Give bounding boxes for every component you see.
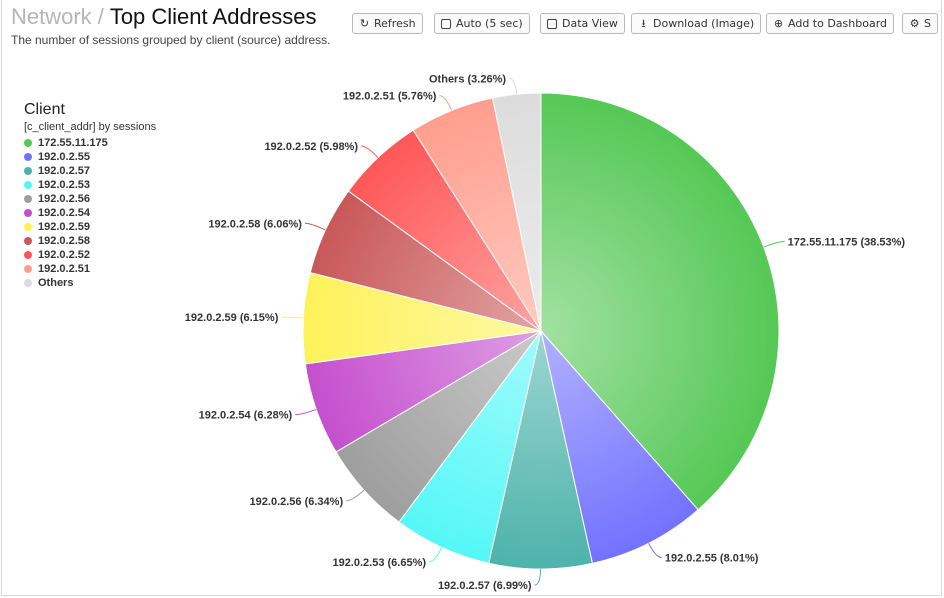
data-view-label: Data View xyxy=(562,17,618,30)
leader-line-192-0-2-53 xyxy=(428,547,443,563)
pie-slice-172-55-11-175[interactable] xyxy=(540,92,780,511)
legend-swatch xyxy=(24,195,32,203)
plus-circle-icon: ⊕ xyxy=(773,17,784,30)
legend-swatch xyxy=(24,167,32,175)
legend-item-label: 192.0.2.54 xyxy=(38,207,90,219)
slice-label-others: Others (3.26%) xyxy=(429,73,506,85)
auto-refresh-label: Auto (5 sec) xyxy=(456,17,523,30)
slice-label-192-0-2-59: 192.0.2.59 (6.15%) xyxy=(185,312,279,324)
slice-label-192-0-2-57: 192.0.2.57 (6.99%) xyxy=(438,580,532,592)
leader-line-192-0-2-55 xyxy=(648,543,662,559)
add-dashboard-label: Add to Dashboard xyxy=(788,17,888,30)
legend-title: Client xyxy=(24,101,65,118)
refresh-label: Refresh xyxy=(374,17,416,30)
leader-line-192-0-2-56 xyxy=(346,489,365,502)
slice-label-192-0-2-51: 192.0.2.51 (5.76%) xyxy=(343,91,437,103)
leader-line-192-0-2-59 xyxy=(281,316,304,319)
legend-item-label: 192.0.2.52 xyxy=(38,249,90,261)
refresh-icon: ↻ xyxy=(359,17,370,30)
toolbar: ↻ Refresh Auto (5 sec) Data View ⭳ Downloa… xyxy=(352,13,942,36)
leader-line-192-0-2-52 xyxy=(360,145,379,158)
legend-swatch xyxy=(24,237,32,245)
checkbox-icon xyxy=(441,19,451,29)
legend-swatch xyxy=(24,223,32,231)
slice-label-192-0-2-58: 192.0.2.58 (6.06%) xyxy=(208,218,302,230)
legend-swatch xyxy=(24,153,32,161)
auto-refresh-toggle[interactable]: Auto (5 sec) xyxy=(434,13,530,34)
legend-swatch xyxy=(24,279,32,287)
gear-icon: ⚙ xyxy=(909,17,920,30)
legend-swatch xyxy=(24,265,32,273)
slice-label-192-0-2-55: 192.0.2.55 (8.01%) xyxy=(665,553,759,565)
legend-item-192-0-2-59[interactable]: 192.0.2.59 xyxy=(24,220,156,234)
legend-swatch xyxy=(24,139,32,147)
leader-line-192-0-2-54 xyxy=(295,408,317,416)
legend-item-label: 192.0.2.51 xyxy=(38,263,90,275)
leader-line-192-0-2-51 xyxy=(439,95,452,111)
legend-item-192-0-2-55[interactable]: 192.0.2.55 xyxy=(24,150,156,164)
legend-item-label: 192.0.2.59 xyxy=(38,221,90,233)
legend-item-172-55-11-175[interactable]: 172.55.11.175 xyxy=(24,136,156,150)
download-label: Download (Image) xyxy=(653,17,755,30)
leader-line-others xyxy=(508,77,518,95)
pie-labels: 172.55.11.175 (38.53%) 192.0.2.55 (8.01%)… xyxy=(185,73,906,592)
legend-item-label: 172.55.11.175 xyxy=(38,137,108,149)
download-image-button[interactable]: ⭳ Download (Image) xyxy=(631,13,762,34)
legend-item-label: Others xyxy=(38,277,74,289)
page-title-text: Top Client Addresses xyxy=(109,4,317,29)
legend-item-192-0-2-51[interactable]: 192.0.2.51 xyxy=(24,262,156,276)
settings-button[interactable]: ⚙ S xyxy=(902,13,938,34)
leader-line-192-0-2-58 xyxy=(304,222,326,231)
legend-item-label: 192.0.2.58 xyxy=(38,235,90,247)
breadcrumb-separator: / xyxy=(97,4,104,29)
slice-label-192-0-2-53: 192.0.2.53 (6.65%) xyxy=(332,557,426,569)
legend-item-label: 192.0.2.57 xyxy=(38,165,90,177)
legend-swatch xyxy=(24,181,32,189)
legend-item-others[interactable]: Others xyxy=(24,276,156,290)
add-to-dashboard-button[interactable]: ⊕ Add to Dashboard xyxy=(766,13,895,34)
slice-label-172-55-11-175: 172.55.11.175 (38.53%) xyxy=(788,236,906,248)
page-title: Network / Top Client Addresses xyxy=(11,4,316,30)
legend-item-192-0-2-54[interactable]: 192.0.2.54 xyxy=(24,206,156,220)
slice-label-192-0-2-56: 192.0.2.56 (6.34%) xyxy=(250,496,344,508)
legend-item-192-0-2-52[interactable]: 192.0.2.52 xyxy=(24,248,156,262)
leader-line-172-55-11-175 xyxy=(763,240,785,248)
page-subtitle: The number of sessions grouped by client… xyxy=(11,33,331,47)
checkbox-icon xyxy=(547,19,557,29)
refresh-button[interactable]: ↻ Refresh xyxy=(352,13,423,34)
legend-item-192-0-2-53[interactable]: 192.0.2.53 xyxy=(24,178,156,192)
legend-item-label: 192.0.2.55 xyxy=(38,151,90,163)
legend: Client [c_client_addr] by sessions 172.5… xyxy=(24,101,156,290)
slice-label-192-0-2-54: 192.0.2.54 (6.28%) xyxy=(199,410,293,422)
data-view-toggle[interactable]: Data View xyxy=(540,13,625,34)
legend-items: 172.55.11.175 192.0.2.55 192.0.2.57 192.0.2… xyxy=(24,136,156,290)
legend-swatch xyxy=(24,251,32,259)
leader-line-192-0-2-57 xyxy=(534,568,542,586)
legend-item-label: 192.0.2.56 xyxy=(38,193,90,205)
legend-item-192-0-2-57[interactable]: 192.0.2.57 xyxy=(24,164,156,178)
legend-item-192-0-2-58[interactable]: 192.0.2.58 xyxy=(24,234,156,248)
legend-swatch xyxy=(24,209,32,217)
legend-subtitle: [c_client_addr] by sessions xyxy=(24,121,157,133)
download-icon: ⭳ xyxy=(641,17,646,30)
pie-leader-lines xyxy=(281,77,785,586)
pie-slices xyxy=(302,92,780,570)
pie-slice-192-0-2-57[interactable] xyxy=(488,330,593,570)
legend-item-192-0-2-56[interactable]: 192.0.2.56 xyxy=(24,192,156,206)
breadcrumb-network[interactable]: Network xyxy=(11,4,92,29)
settings-label: S xyxy=(924,17,931,30)
legend-item-label: 192.0.2.53 xyxy=(38,179,90,191)
slice-label-192-0-2-52: 192.0.2.52 (5.98%) xyxy=(264,141,358,153)
